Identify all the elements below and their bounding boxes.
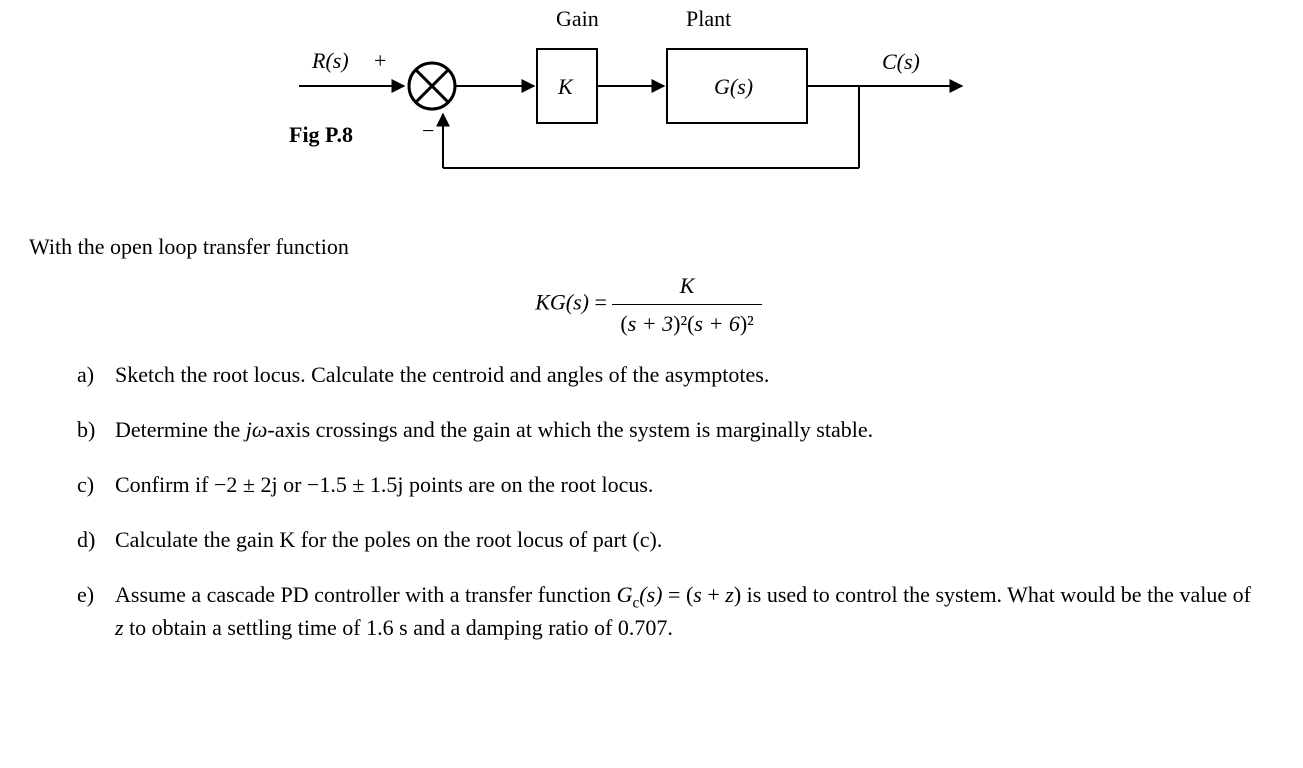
question-a-text: Sketch the root locus. Calculate the cen… bbox=[115, 358, 1263, 391]
marker-b: b) bbox=[77, 413, 115, 446]
question-list: a) Sketch the root locus. Calculate the … bbox=[77, 358, 1263, 644]
block-diagram: Gain Plant R(s) + − K bbox=[24, 6, 1273, 196]
question-c: c) Confirm if −2 ± 2j or −1.5 ± 1.5j poi… bbox=[77, 468, 1263, 501]
marker-a: a) bbox=[77, 358, 115, 391]
question-b: b) Determine the jω-axis crossings and t… bbox=[77, 413, 1263, 446]
minus-sign: − bbox=[422, 118, 434, 143]
eq-lhs: KG(s) bbox=[535, 290, 589, 315]
question-c-text: Confirm if −2 ± 2j or −1.5 ± 1.5j points… bbox=[115, 468, 1263, 501]
figure-caption: Fig P.8 bbox=[289, 118, 353, 151]
marker-c: c) bbox=[77, 468, 115, 501]
output-label: C(s) bbox=[882, 49, 920, 74]
marker-d: d) bbox=[77, 523, 115, 556]
gain-block-text: K bbox=[557, 74, 574, 99]
question-d-text: Calculate the gain K for the poles on th… bbox=[115, 523, 1263, 556]
question-e: e) Assume a cascade PD controller with a… bbox=[77, 578, 1263, 644]
plant-block-text: G(s) bbox=[714, 74, 753, 99]
eq-denominator: (s + 3)²(s + 6)² bbox=[612, 305, 761, 340]
question-b-text: Determine the jω-axis crossings and the … bbox=[115, 413, 1263, 446]
open-loop-equation: KG(s) = K(s + 3)²(s + 6)² bbox=[24, 269, 1273, 340]
question-d: d) Calculate the gain K for the poles on… bbox=[77, 523, 1263, 556]
gain-label: Gain bbox=[556, 6, 599, 31]
eq-numerator: K bbox=[612, 269, 761, 305]
question-e-text: Assume a cascade PD controller with a tr… bbox=[115, 578, 1263, 644]
marker-e: e) bbox=[77, 578, 115, 611]
plant-label: Plant bbox=[686, 6, 731, 31]
block-diagram-svg: Gain Plant R(s) + − K bbox=[274, 6, 1014, 188]
eq-eqsign: = bbox=[589, 290, 612, 315]
eq-fraction: K(s + 3)²(s + 6)² bbox=[612, 269, 761, 340]
intro-text: With the open loop transfer function bbox=[29, 230, 1273, 263]
question-a: a) Sketch the root locus. Calculate the … bbox=[77, 358, 1263, 391]
input-label: R(s) bbox=[311, 48, 349, 73]
plus-sign: + bbox=[374, 48, 386, 73]
summing-junction bbox=[409, 63, 455, 109]
